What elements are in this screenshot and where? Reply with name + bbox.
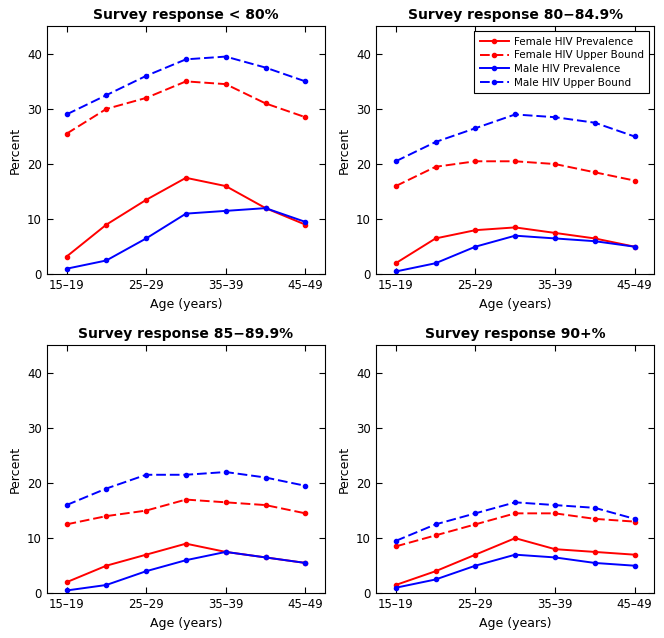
Y-axis label: Percent: Percent xyxy=(337,446,351,493)
X-axis label: Age (years): Age (years) xyxy=(479,298,551,311)
Y-axis label: Percent: Percent xyxy=(337,127,351,174)
X-axis label: Age (years): Age (years) xyxy=(149,617,222,630)
X-axis label: Age (years): Age (years) xyxy=(149,298,222,311)
Y-axis label: Percent: Percent xyxy=(9,446,21,493)
Title: Survey response < 80%: Survey response < 80% xyxy=(93,8,279,22)
Title: Survey response 80−84.9%: Survey response 80−84.9% xyxy=(408,8,623,22)
Title: Survey response 85−89.9%: Survey response 85−89.9% xyxy=(78,327,293,341)
Legend: Female HIV Prevalence, Female HIV Upper Bound, Male HIV Prevalence, Male HIV Upp: Female HIV Prevalence, Female HIV Upper … xyxy=(475,31,649,93)
X-axis label: Age (years): Age (years) xyxy=(479,617,551,630)
Y-axis label: Percent: Percent xyxy=(9,127,21,174)
Title: Survey response 90+%: Survey response 90+% xyxy=(425,327,606,341)
